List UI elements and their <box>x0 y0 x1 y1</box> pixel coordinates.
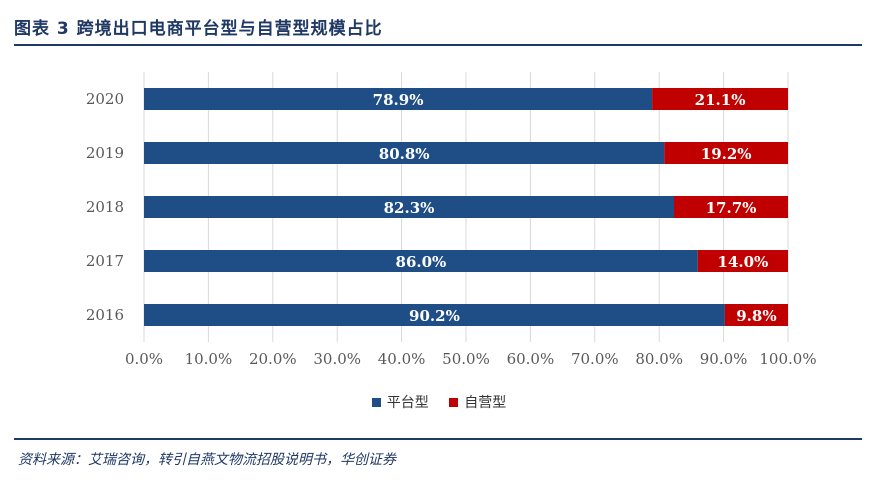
data-label-self: 19.2% <box>701 145 752 163</box>
legend-item-platform: 平台型 <box>371 392 429 412</box>
y-tick-label: 2019 <box>86 144 124 162</box>
data-label-platform: 80.8% <box>379 145 430 163</box>
legend-swatch-self <box>449 397 459 407</box>
x-tick-label: 10.0% <box>185 350 233 368</box>
legend-swatch-platform <box>371 397 381 407</box>
chart-title-row: 图表 3 跨境出口电商平台型与自营型规模占比 <box>14 10 864 40</box>
top-divider <box>14 44 862 46</box>
x-tick-label: 30.0% <box>313 350 361 368</box>
bar-self <box>697 250 788 272</box>
bar-self <box>664 142 788 164</box>
source-note: 资料来源：艾瑞咨询，转引自燕文物流招股说明书，华创证券 <box>18 452 396 468</box>
y-tick-label: 2017 <box>86 252 124 270</box>
x-tick-label: 50.0% <box>442 350 490 368</box>
chart-title: 图表 3 跨境出口电商平台型与自营型规模占比 <box>14 19 383 39</box>
bar-platform <box>144 88 653 110</box>
bottom-divider <box>14 438 862 440</box>
x-tick-label: 60.0% <box>507 350 555 368</box>
bar-self <box>674 196 788 218</box>
bar-self <box>652 88 788 110</box>
x-tick-label: 0.0% <box>125 350 163 368</box>
bar-platform <box>144 250 698 272</box>
data-label-platform: 86.0% <box>396 253 447 271</box>
data-label-platform: 82.3% <box>384 199 435 217</box>
data-label-self: 21.1% <box>695 91 746 109</box>
data-label-platform: 78.9% <box>373 91 424 109</box>
x-tick-label: 90.0% <box>700 350 748 368</box>
y-tick-label: 2018 <box>86 198 124 216</box>
data-label-self: 17.7% <box>706 199 757 217</box>
legend-label-platform: 平台型 <box>386 395 429 411</box>
x-tick-label: 70.0% <box>571 350 619 368</box>
x-tick-label: 20.0% <box>249 350 297 368</box>
bar-platform <box>144 142 665 164</box>
y-tick-label: 2020 <box>86 90 124 108</box>
y-tick-label: 2016 <box>86 306 124 324</box>
bar-platform <box>144 196 675 218</box>
bar-self <box>724 304 788 326</box>
x-tick-label: 100.0% <box>759 350 816 368</box>
x-tick-label: 40.0% <box>378 350 426 368</box>
bar-platform <box>144 304 725 326</box>
legend-label-self: 自营型 <box>464 395 507 411</box>
data-label-self: 9.8% <box>736 307 776 325</box>
legend: 平台型 自营型 <box>0 392 878 412</box>
x-tick-label: 80.0% <box>635 350 683 368</box>
legend-item-self: 自营型 <box>449 392 506 412</box>
data-label-self: 14.0% <box>718 253 769 271</box>
data-label-platform: 90.2% <box>409 307 460 325</box>
